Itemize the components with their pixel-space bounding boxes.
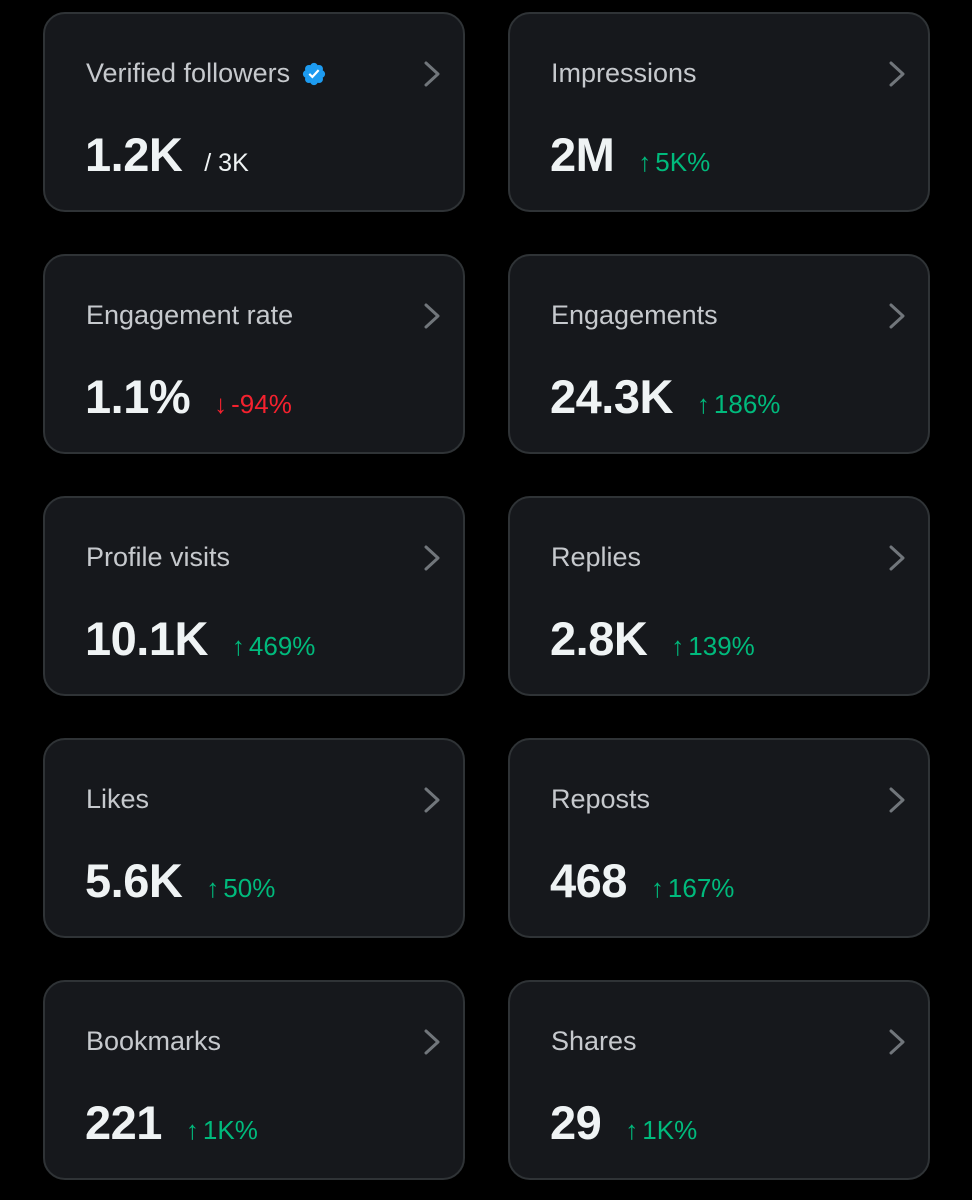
arrow-up-icon: ↑ <box>231 631 245 661</box>
metric-title-text: Verified followers <box>86 58 291 88</box>
metric-change-text: 167% <box>667 873 735 903</box>
arrow-up-icon: ↑ <box>625 1115 639 1145</box>
metric-card-replies[interactable]: Replies 2.8K ↑ 139% <box>508 496 930 696</box>
metric-title: Engagement rate <box>86 300 293 331</box>
verified-badge-icon <box>303 62 326 85</box>
metric-change-text: 1K% <box>202 1115 258 1145</box>
metric-value-row: 2M ↑ 5K% <box>550 127 710 182</box>
metric-value: 10.1K <box>85 612 208 665</box>
metric-card-shares[interactable]: Shares 29 ↑ 1K% <box>508 980 930 1180</box>
chevron-right-icon <box>889 787 905 813</box>
metric-title-text: Engagement rate <box>86 300 294 330</box>
metric-title-text: Shares <box>551 1026 637 1056</box>
metric-value: 2.8K <box>550 612 648 665</box>
metric-change: ↓ -94% <box>214 389 292 420</box>
arrow-up-icon: ↑ <box>671 631 685 661</box>
metric-value-row: 1.1% ↓ -94% <box>85 369 292 424</box>
chevron-right-icon <box>424 303 440 329</box>
chevron-right-icon <box>889 61 905 87</box>
metric-change: ↑ 167% <box>651 873 735 904</box>
metric-change-text: -94% <box>231 389 292 419</box>
metric-value: 1.2K <box>85 128 183 181</box>
metric-change: ↑ 1K% <box>186 1115 258 1146</box>
metric-change: ↑ 139% <box>671 631 755 662</box>
chevron-right-icon <box>424 787 440 813</box>
arrow-up-icon: ↑ <box>185 1115 199 1145</box>
arrow-up-icon: ↑ <box>696 389 710 419</box>
metric-value: 221 <box>85 1096 162 1149</box>
metric-card-impressions[interactable]: Impressions 2M ↑ 5K% <box>508 12 930 212</box>
metric-value: 24.3K <box>550 370 673 423</box>
metric-change-text: 5K% <box>655 147 711 177</box>
metric-value: 468 <box>550 854 627 907</box>
chevron-right-icon <box>889 1029 905 1055</box>
metric-title-text: Profile visits <box>86 542 231 572</box>
metric-title-text: Impressions <box>551 58 697 88</box>
metric-change-text: 139% <box>688 631 755 661</box>
metric-value: 29 <box>550 1096 602 1149</box>
metric-change: ↑ 5K% <box>638 147 710 178</box>
metric-card-engagement-rate[interactable]: Engagement rate 1.1% ↓ -94% <box>43 254 465 454</box>
chevron-right-icon <box>424 545 440 571</box>
metric-value-row: 2.8K ↑ 139% <box>550 611 755 666</box>
metric-title: Reposts <box>551 784 650 815</box>
metric-value-row: 221 ↑ 1K% <box>85 1095 258 1150</box>
arrow-up-icon: ↑ <box>206 873 220 903</box>
chevron-right-icon <box>889 545 905 571</box>
metric-value-row: 10.1K ↑ 469% <box>85 611 315 666</box>
metric-title-text: Replies <box>551 542 642 572</box>
metric-title: Shares <box>551 1026 637 1057</box>
analytics-metrics-grid: Verified followers 1.2K / 3K Impressions… <box>43 12 930 1180</box>
metric-change-text: 50% <box>223 873 276 903</box>
metric-change: ↑ 469% <box>232 631 316 662</box>
metric-value-row: 29 ↑ 1K% <box>550 1095 697 1150</box>
metric-value: 2M <box>550 128 615 181</box>
metric-title: Likes <box>86 784 149 815</box>
metric-value: 1.1% <box>85 370 191 423</box>
metric-change: ↑ 50% <box>206 873 275 904</box>
chevron-right-icon <box>424 1029 440 1055</box>
arrow-up-icon: ↑ <box>638 147 652 177</box>
metric-card-verified-followers[interactable]: Verified followers 1.2K / 3K <box>43 12 465 212</box>
metric-title-text: Engagements <box>551 300 718 330</box>
arrow-up-icon: ↑ <box>650 873 664 903</box>
chevron-right-icon <box>889 303 905 329</box>
metric-value: 5.6K <box>85 854 183 907</box>
metric-card-reposts[interactable]: Reposts 468 ↑ 167% <box>508 738 930 938</box>
metric-value-row: 24.3K ↑ 186% <box>550 369 780 424</box>
metric-change-text: 1K% <box>642 1115 698 1145</box>
metric-change: ↑ 1K% <box>625 1115 697 1146</box>
metric-title-text: Bookmarks <box>86 1026 222 1056</box>
arrow-down-icon: ↓ <box>214 389 228 419</box>
metric-title: Impressions <box>551 58 697 89</box>
metric-change-text: 469% <box>248 631 316 661</box>
metric-title: Replies <box>551 542 641 573</box>
metric-title: Verified followers <box>86 58 327 89</box>
metric-value-row: 1.2K / 3K <box>85 127 249 182</box>
metric-change: ↑ 186% <box>697 389 781 420</box>
metric-card-bookmarks[interactable]: Bookmarks 221 ↑ 1K% <box>43 980 465 1180</box>
metric-change-text: 186% <box>713 389 781 419</box>
metric-value-row: 5.6K ↑ 50% <box>85 853 275 908</box>
metric-total: / 3K <box>204 149 249 177</box>
metric-title: Bookmarks <box>86 1026 221 1057</box>
metric-card-engagements[interactable]: Engagements 24.3K ↑ 186% <box>508 254 930 454</box>
metric-title-text: Reposts <box>551 784 651 814</box>
metric-card-profile-visits[interactable]: Profile visits 10.1K ↑ 469% <box>43 496 465 696</box>
chevron-right-icon <box>424 61 440 87</box>
metric-title-text: Likes <box>86 784 150 814</box>
metric-card-likes[interactable]: Likes 5.6K ↑ 50% <box>43 738 465 938</box>
metric-title: Engagements <box>551 300 718 331</box>
metric-title: Profile visits <box>86 542 230 573</box>
metric-value-row: 468 ↑ 167% <box>550 853 734 908</box>
